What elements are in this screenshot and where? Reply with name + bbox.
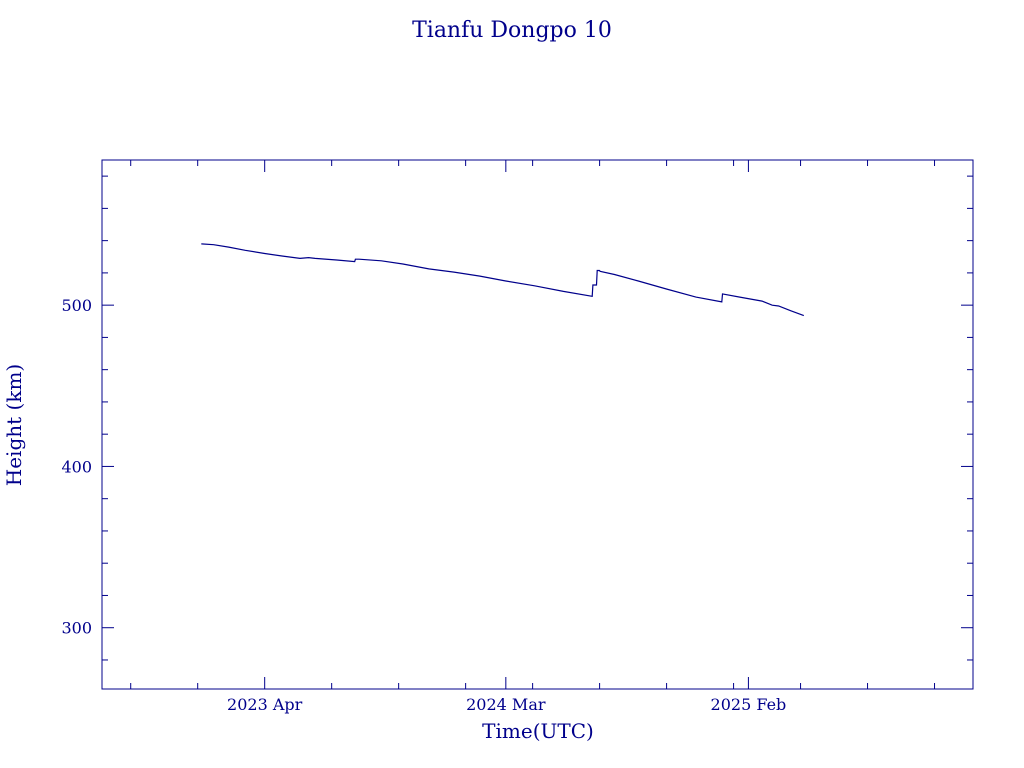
chart-title: Tianfu Dongpo 10 (412, 18, 612, 43)
y-tick-labels: 300 400 500 (61, 296, 92, 638)
plot-frame (101, 159, 974, 690)
y-tick-label: 300 (61, 619, 92, 638)
x-tick-label: 2024 Mar (466, 695, 546, 714)
y-axis-ticks (102, 175, 973, 661)
series-group (201, 243, 805, 317)
y-tick-label: 400 (61, 457, 92, 476)
x-tick-labels: 2023 Apr 2024 Mar 2025 Feb (227, 695, 786, 714)
series-line-1 (201, 243, 805, 317)
x-axis-ticks (130, 160, 936, 689)
y-axis-label: Height (km) (2, 364, 26, 486)
x-tick-label: 2023 Apr (227, 695, 303, 714)
x-axis-label: Time(UTC) (482, 719, 594, 743)
y-tick-label: 500 (61, 296, 92, 315)
x-tick-label: 2025 Feb (711, 695, 787, 714)
